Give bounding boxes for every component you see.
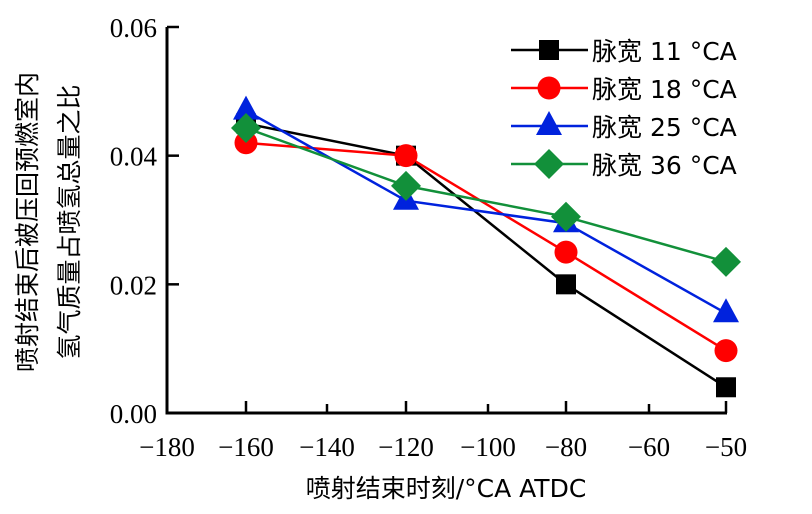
data-point-circle: [554, 240, 578, 264]
x-tick-label: −100: [460, 432, 516, 462]
series-line: [245, 122, 727, 389]
data-point-diamond: [551, 201, 581, 232]
data-point-triangle: [713, 298, 739, 323]
x-tick-label: −80: [545, 432, 587, 462]
series-lines: [245, 109, 727, 389]
legend-item: 脉宽 36 °CA: [511, 149, 737, 180]
legend-item: 脉宽 18 °CA: [511, 75, 737, 104]
x-tick-label: −140: [299, 432, 355, 462]
x-tick-label: −120: [378, 432, 434, 462]
data-point-square: [556, 274, 576, 295]
data-point-diamond: [711, 246, 741, 277]
legend-label: 脉宽 36 °CA: [592, 151, 737, 180]
data-point-circle: [714, 339, 738, 363]
legend-item: 脉宽 25 °CA: [511, 111, 737, 142]
legend-item: 脉宽 11 °CA: [511, 37, 737, 66]
series-markers: [231, 95, 741, 398]
x-tick-label: −160: [218, 432, 274, 462]
y-tick-label: 0.00: [110, 399, 157, 429]
x-axis-title: 喷射结束时刻/°CA ATDC: [306, 474, 587, 503]
series-line: [245, 141, 727, 352]
y-tick-label: 0.06: [110, 13, 157, 43]
x-tick-label: −60: [628, 432, 670, 462]
data-point-triangle: [233, 95, 259, 120]
y-tick-label: 0.02: [110, 270, 157, 300]
data-point-square: [716, 377, 736, 398]
y-axis-title-line-2: 氢气质量占喷氢总量之比: [55, 84, 84, 359]
legend-label: 脉宽 11 °CA: [592, 37, 737, 66]
series-line: [245, 126, 727, 264]
legend-marker-diamond: [534, 149, 564, 179]
x-tick-label: −50: [705, 432, 747, 462]
data-point-diamond: [391, 170, 421, 201]
legend-label: 脉宽 18 °CA: [592, 75, 737, 104]
x-tick-label: −180: [139, 432, 195, 462]
data-point-circle: [394, 144, 418, 168]
legend-marker-triangle: [536, 111, 562, 135]
legend-marker-square: [539, 40, 559, 60]
legend-marker-circle: [537, 76, 561, 100]
legend-label: 脉宽 25 °CA: [592, 113, 737, 142]
data-point-diamond: [231, 113, 261, 144]
legend: 脉宽 11 °CA 脉宽 18 °CA 脉宽 25 °CA 脉宽 36 °CA: [511, 37, 737, 180]
y-tick-label: 0.04: [110, 142, 158, 172]
y-axis-title-line-1: 喷射结束后被压回预燃室内: [13, 72, 42, 372]
axes: 0.00 0.02 0.04 0.06 −180 −160 −140 −120 −100 −80 −…: [110, 13, 747, 462]
